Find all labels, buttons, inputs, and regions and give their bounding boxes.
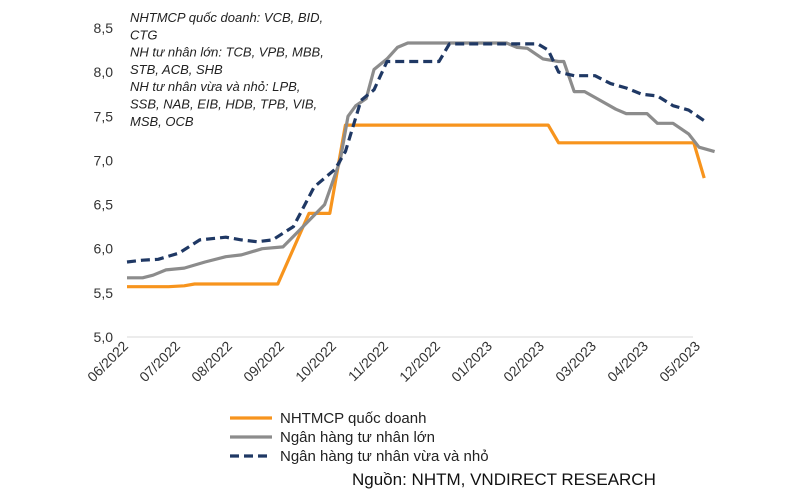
series-line-3 [126,42,706,264]
x-tick-label: 07/2022 [136,338,183,385]
series-lines [126,41,716,289]
series-line-2 [127,41,716,280]
x-tick-label: 01/2023 [448,338,495,385]
x-tick-label: 11/2022 [345,338,392,385]
y-tick-label: 8,5 [94,20,114,36]
annotation-line: CTG [130,27,157,42]
annotation-line: MSB, OCB [130,114,194,129]
y-tick-label: 7,0 [94,152,114,168]
x-tick-label: 08/2022 [188,338,235,385]
legend-label: NHTMCP quốc doanh [280,410,426,427]
y-tick-label: 6,5 [94,197,114,213]
y-tick-label: 5,0 [94,329,114,345]
annotation-line: STB, ACB, SHB [130,62,223,77]
x-tick-label: 12/2022 [396,338,443,385]
annotation-line: NHTMCP quốc doanh: VCB, BID, [130,10,323,25]
y-axis: 5,0 5,5 6,0 6,5 7,0 7,5 8,0 8,5 [94,20,114,345]
source-note: Nguồn: NHTM, VNDIRECT RESEARCH [352,470,656,489]
x-tick-label: 03/2023 [552,338,599,385]
y-tick-label: 7,5 [94,108,114,124]
y-tick-label: 5,5 [94,285,114,301]
x-tick-label: 09/2022 [240,338,287,385]
legend-label: Ngân hàng tư nhân lớn [280,429,435,446]
annotation-line: SSB, NAB, EIB, HDB, TPB, VIB, [130,97,317,112]
chart-annotation: NHTMCP quốc doanh: VCB, BID, CTG NH tư nhâ… [130,10,324,129]
series-line-1 [127,123,706,289]
y-tick-label: 8,0 [94,64,114,80]
legend: NHTMCP quốc doanh Ngân hàng tư nhân lớn Ng… [230,410,489,465]
x-tick-label: 10/2022 [292,338,339,385]
annotation-line: NH tư nhân vừa và nhỏ: LPB, [130,79,300,94]
x-tick-label: 02/2023 [500,338,547,385]
x-axis: 06/2022 07/2022 08/2022 09/2022 10/2022 11/20… [84,336,703,385]
x-tick-label: 04/2023 [604,338,651,385]
y-tick-label: 6,0 [94,241,114,257]
x-tick-label: 05/2023 [656,338,703,385]
annotation-line: NH tư nhân lớn: TCB, VPB, MBB, [130,45,324,60]
legend-label: Ngân hàng tư nhân vừa và nhỏ [280,448,489,465]
